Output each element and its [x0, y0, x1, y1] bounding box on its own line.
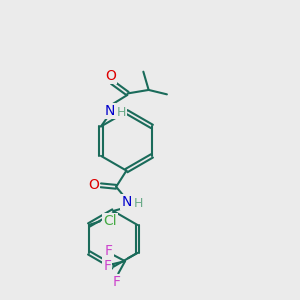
Text: H: H	[134, 197, 143, 210]
Text: O: O	[88, 178, 99, 192]
Text: O: O	[105, 69, 116, 83]
Text: N: N	[105, 104, 115, 118]
Text: Cl: Cl	[103, 214, 116, 228]
Text: F: F	[105, 244, 112, 258]
Text: H: H	[117, 106, 126, 119]
Text: F: F	[103, 259, 111, 273]
Text: N: N	[121, 195, 132, 209]
Text: F: F	[113, 275, 121, 289]
